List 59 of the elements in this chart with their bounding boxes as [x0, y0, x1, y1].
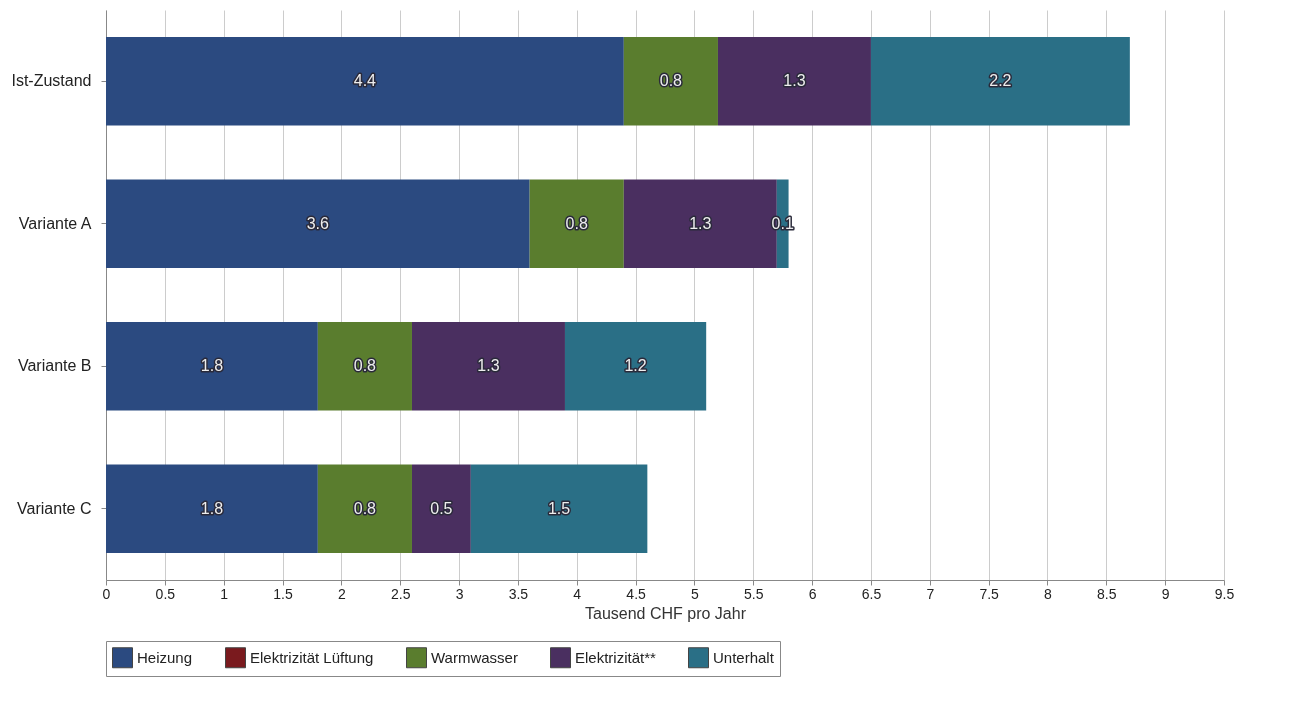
- x-tick-label: 0: [102, 585, 111, 602]
- data-label: 2.2: [989, 72, 1012, 90]
- bar: [106, 37, 624, 126]
- legend-label: Unterhalt: [713, 648, 775, 666]
- data-label: 1.3: [783, 72, 806, 90]
- bar: [623, 37, 718, 126]
- y-tick-label: Variante C: [17, 499, 92, 517]
- x-tick-label: 5.5: [744, 585, 764, 602]
- data-label: 0.5: [430, 499, 453, 517]
- x-tick-label: 8: [1044, 585, 1053, 602]
- data-label: 1.8: [200, 499, 224, 517]
- data-label: 4.4: [353, 72, 377, 90]
- data-label: 1.3: [477, 357, 500, 375]
- bar: [411, 322, 565, 411]
- x-tick-label: 7: [926, 585, 935, 602]
- legend-label: Elektrizität Lüftung: [250, 648, 374, 666]
- bar: [529, 179, 624, 268]
- bar: [106, 322, 318, 411]
- x-tick-label: 7.5: [979, 585, 1000, 602]
- bar: [411, 464, 471, 553]
- x-tick-label: 3: [455, 585, 464, 602]
- data-label: 1.2: [624, 357, 647, 375]
- legend-label: Heizung: [137, 648, 193, 666]
- x-tick-label: 6.5: [861, 585, 882, 602]
- data-label: 1.8: [200, 357, 224, 375]
- bar: [470, 464, 648, 553]
- x-tick-label: 4: [573, 585, 582, 602]
- x-tick-label: 3.5: [508, 585, 529, 602]
- data-label: 3.6: [306, 214, 330, 232]
- bar: [106, 179, 530, 268]
- bar: [317, 322, 412, 411]
- legend-label: Elektrizität**: [575, 648, 657, 666]
- x-tick-label: 1: [220, 585, 229, 602]
- y-tick-label: Variante B: [17, 357, 92, 375]
- y-tick-label: Ist-Zustand: [11, 72, 92, 90]
- x-tick-label: 9.5: [1214, 585, 1235, 602]
- x-tick-label: 5: [691, 585, 700, 602]
- data-label: 0.8: [565, 214, 588, 232]
- x-tick-label: 2: [337, 585, 346, 602]
- x-tick-label: 2.5: [390, 585, 411, 602]
- bar: [870, 37, 1130, 126]
- x-tick-label: 6: [808, 585, 817, 602]
- x-tick-label: 9: [1161, 585, 1170, 602]
- data-label: 0.8: [353, 357, 377, 375]
- bar: [317, 464, 412, 553]
- x-tick-label: 8.5: [1097, 585, 1117, 602]
- data-label: 0.8: [353, 499, 377, 517]
- x-tick-label: 1.5: [273, 585, 293, 602]
- x-tick-label: 0.5: [155, 585, 176, 602]
- x-tick-label: 4.5: [626, 585, 647, 602]
- data-label: 1.5: [547, 499, 571, 517]
- x-axis-title: Tausend CHF pro Jahr: [585, 604, 747, 622]
- bar: [564, 322, 707, 411]
- bar: [106, 464, 318, 553]
- bar: [717, 37, 871, 126]
- legend-label: Warmwasser: [431, 648, 518, 666]
- data-label: 1.3: [689, 214, 712, 232]
- data-label: 0.8: [659, 72, 683, 90]
- y-tick-label: Variante A: [18, 214, 92, 232]
